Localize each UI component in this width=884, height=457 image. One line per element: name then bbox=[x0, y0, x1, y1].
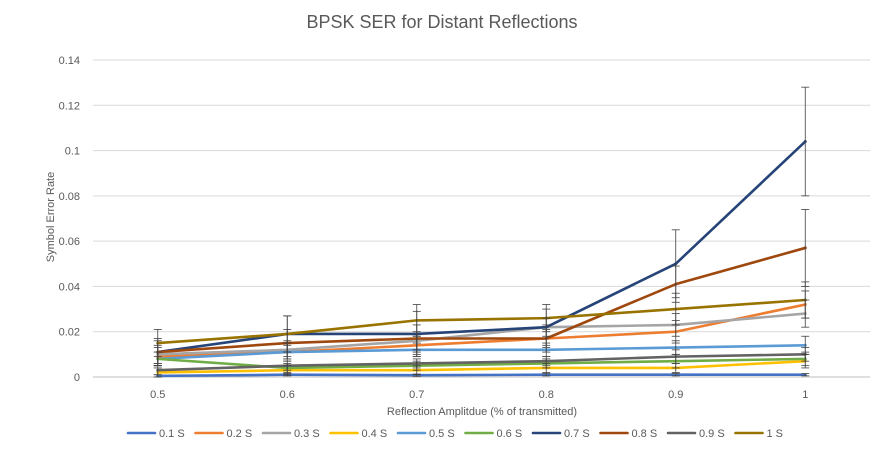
x-axis-ticks: 0.5 0.6 0.7 0.8 0.9 1 bbox=[150, 389, 808, 401]
legend-label: 0.1 S bbox=[159, 428, 185, 440]
y-axis-ticks: 0 0.02 0.04 0.06 0.08 0.1 0.12 0.14 bbox=[59, 55, 80, 384]
series-line bbox=[156, 246, 807, 354]
legend-label: 0.8 S bbox=[632, 428, 658, 440]
x-tick-label: 0.7 bbox=[409, 389, 424, 401]
x-tick-label: 1 bbox=[802, 389, 808, 401]
x-tick-label: 0.9 bbox=[668, 389, 683, 401]
legend-label: 0.9 S bbox=[699, 428, 725, 440]
y-tick-label: 0.14 bbox=[59, 55, 80, 67]
x-tick-label: 0.8 bbox=[539, 389, 554, 401]
series-line bbox=[156, 373, 807, 378]
y-tick-label: 0.04 bbox=[59, 281, 80, 293]
legend-label: 0.2 S bbox=[227, 428, 253, 440]
x-tick-label: 0.6 bbox=[280, 389, 295, 401]
legend-label: 0.6 S bbox=[497, 428, 523, 440]
series-lines bbox=[156, 140, 807, 378]
y-axis-label: Symbol Error Rate bbox=[45, 172, 57, 262]
legend-label: 0.7 S bbox=[564, 428, 590, 440]
legend-label: 1 S bbox=[767, 428, 784, 440]
error-bars bbox=[153, 86, 810, 378]
y-tick-label: 0.1 bbox=[65, 146, 80, 158]
legend-label: 0.4 S bbox=[362, 428, 388, 440]
gridlines bbox=[93, 59, 870, 378]
series-line bbox=[156, 343, 807, 361]
y-tick-label: 0.02 bbox=[59, 327, 80, 339]
series-line bbox=[156, 353, 807, 372]
y-tick-label: 0.12 bbox=[59, 100, 80, 112]
legend: 0.1 S 0.2 S 0.3 S 0.4 S 0.5 S 0.6 S 0.7 S 0.8 S… bbox=[126, 428, 784, 440]
legend-label: 0.3 S bbox=[294, 428, 320, 440]
x-tick-label: 0.5 bbox=[150, 389, 165, 401]
series-line bbox=[156, 312, 807, 356]
chart-title: BPSK SER for Distant Reflections bbox=[306, 12, 577, 32]
legend-label: 0.5 S bbox=[429, 428, 455, 440]
y-tick-label: 0.06 bbox=[59, 236, 80, 248]
y-tick-label: 0 bbox=[74, 372, 80, 384]
x-axis-label: Reflection Amplitdue (% of transmitted) bbox=[387, 406, 577, 418]
series-line bbox=[156, 298, 807, 345]
series-line bbox=[156, 140, 807, 354]
y-tick-label: 0.08 bbox=[59, 191, 80, 203]
series-line bbox=[156, 359, 807, 374]
